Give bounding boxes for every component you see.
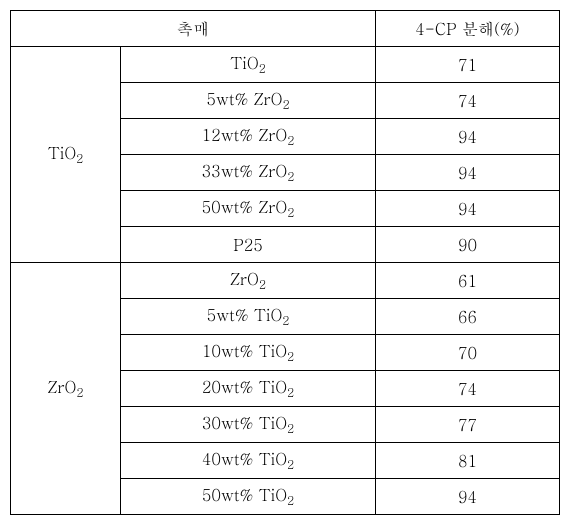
variant-cell: 20wt% TiO2	[121, 371, 376, 407]
value-cell: 90	[376, 227, 560, 263]
variant-cell: ZrO2	[121, 263, 376, 299]
variant-cell: P25	[121, 227, 376, 263]
variant-cell: 5wt% ZrO2	[121, 83, 376, 119]
catalyst-decomposition-table: 촉매4-CP 분해(%)TiO2TiO2715wt% ZrO27412wt% Z…	[10, 10, 560, 515]
table-row: TiO2TiO271	[11, 47, 560, 83]
value-cell: 61	[376, 263, 560, 299]
value-cell: 94	[376, 155, 560, 191]
value-cell: 94	[376, 119, 560, 155]
table-row: ZrO2ZrO261	[11, 263, 560, 299]
variant-cell: 12wt% ZrO2	[121, 119, 376, 155]
variant-cell: 5wt% TiO2	[121, 299, 376, 335]
variant-cell: 50wt% ZrO2	[121, 191, 376, 227]
variant-cell: 40wt% TiO2	[121, 443, 376, 479]
header-catalyst: 촉매	[11, 11, 376, 47]
value-cell: 70	[376, 335, 560, 371]
group-label: TiO2	[11, 47, 121, 263]
value-cell: 71	[376, 47, 560, 83]
variant-cell: 10wt% TiO2	[121, 335, 376, 371]
header-decomposition: 4-CP 분해(%)	[376, 11, 560, 47]
value-cell: 74	[376, 83, 560, 119]
value-cell: 66	[376, 299, 560, 335]
table-header-row: 촉매4-CP 분해(%)	[11, 11, 560, 47]
group-label: ZrO2	[11, 263, 121, 515]
variant-cell: 50wt% TiO2	[121, 479, 376, 515]
value-cell: 81	[376, 443, 560, 479]
value-cell: 94	[376, 191, 560, 227]
value-cell: 94	[376, 479, 560, 515]
value-cell: 77	[376, 407, 560, 443]
variant-cell: TiO2	[121, 47, 376, 83]
variant-cell: 30wt% TiO2	[121, 407, 376, 443]
table-body: 촉매4-CP 분해(%)TiO2TiO2715wt% ZrO27412wt% Z…	[11, 11, 560, 515]
value-cell: 74	[376, 371, 560, 407]
variant-cell: 33wt% ZrO2	[121, 155, 376, 191]
